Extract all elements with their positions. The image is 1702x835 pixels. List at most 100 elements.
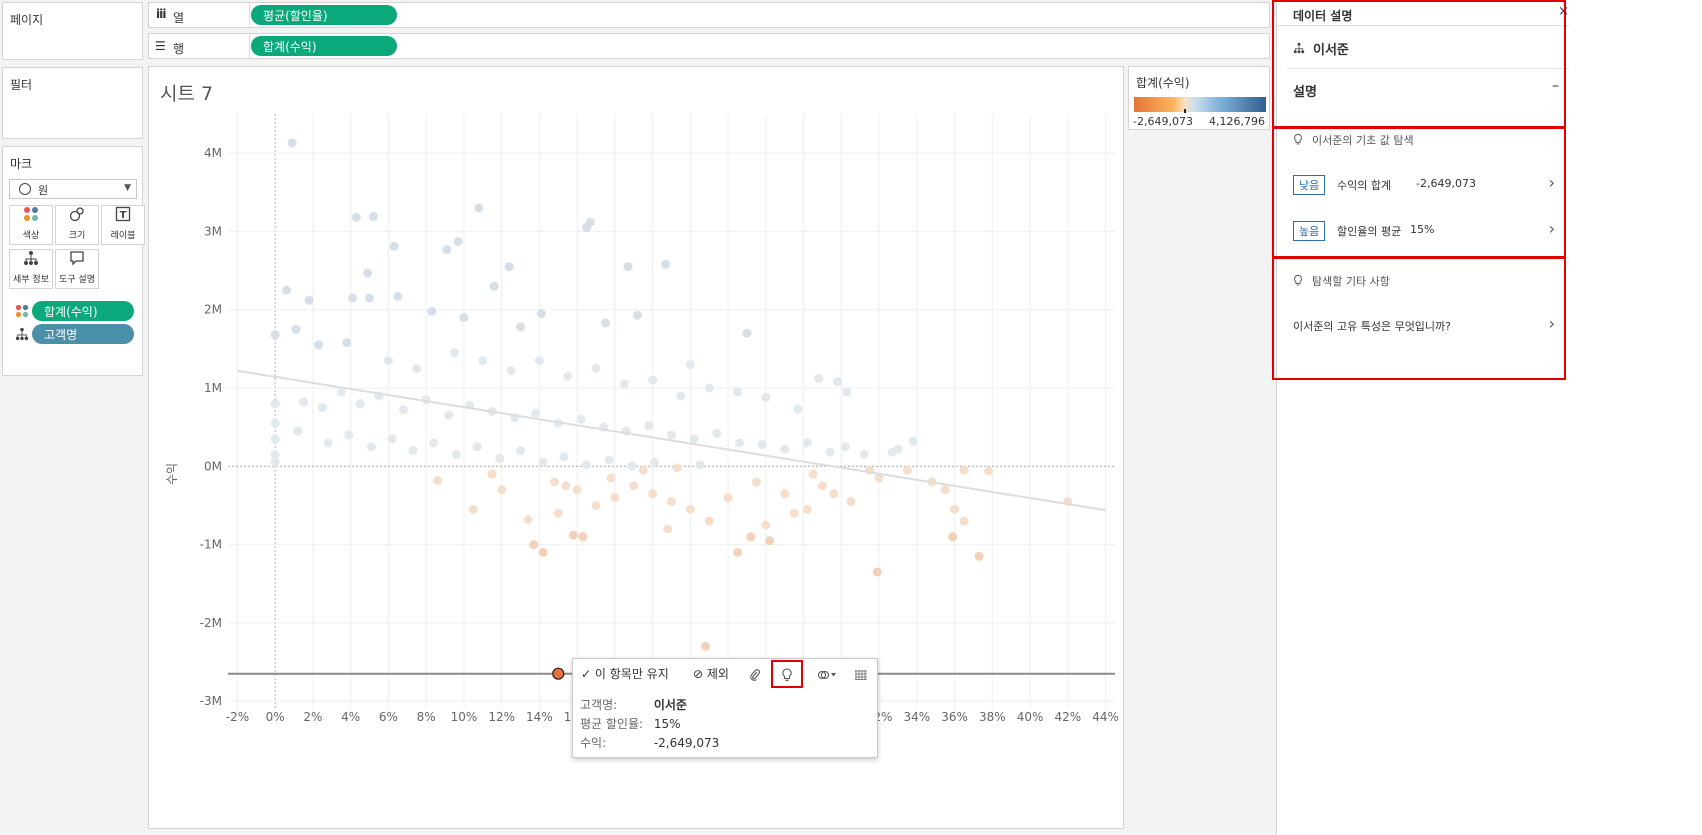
- scatter-point[interactable]: [833, 377, 843, 387]
- scatter-point[interactable]: [672, 463, 682, 473]
- scatter-point[interactable]: [516, 322, 526, 332]
- legend-gradient[interactable]: [1134, 97, 1266, 112]
- scatter-point[interactable]: [846, 497, 856, 507]
- scatter-point[interactable]: [704, 516, 714, 526]
- scatter-point[interactable]: [393, 291, 403, 301]
- selected-point[interactable]: [552, 667, 565, 680]
- scatter-point[interactable]: [650, 457, 660, 467]
- scatter-point[interactable]: [793, 404, 803, 414]
- group-button[interactable]: [749, 659, 761, 689]
- scatter-point[interactable]: [802, 504, 812, 514]
- scatter-point[interactable]: [663, 524, 673, 534]
- scatter-point[interactable]: [314, 340, 324, 350]
- scatter-point[interactable]: [270, 450, 280, 460]
- scatter-point[interactable]: [633, 310, 643, 320]
- scatter-point[interactable]: [902, 465, 912, 475]
- scatter-point[interactable]: [667, 497, 676, 507]
- scatter-point[interactable]: [572, 485, 582, 495]
- scatter-point[interactable]: [344, 430, 354, 440]
- scatter-point[interactable]: [270, 399, 280, 409]
- scatter-point[interactable]: [408, 446, 418, 456]
- scatter-point[interactable]: [908, 436, 918, 446]
- scatter-point[interactable]: [808, 469, 818, 479]
- scatter-point[interactable]: [700, 641, 710, 651]
- scatter-point[interactable]: [549, 477, 559, 487]
- scatter-point[interactable]: [531, 408, 541, 418]
- scatter-point[interactable]: [780, 489, 790, 499]
- explain-data-button[interactable]: [771, 660, 803, 688]
- scatter-point[interactable]: [644, 421, 654, 431]
- scatter-point[interactable]: [561, 481, 571, 491]
- scatter-point[interactable]: [516, 446, 526, 456]
- scatter-point[interactable]: [802, 438, 812, 448]
- scatter-point[interactable]: [553, 508, 563, 518]
- scatter-point[interactable]: [449, 348, 459, 358]
- scatter-point[interactable]: [723, 493, 733, 503]
- scatter-point[interactable]: [474, 203, 484, 213]
- scatter-point[interactable]: [365, 293, 375, 303]
- scatter-point[interactable]: [368, 212, 378, 222]
- mark-field-profit[interactable]: 합계(수익): [32, 301, 134, 321]
- scatter-point[interactable]: [780, 444, 790, 454]
- scatter-point[interactable]: [859, 450, 869, 460]
- scatter-point[interactable]: [667, 430, 676, 440]
- scatter-point[interactable]: [685, 360, 695, 370]
- scatter-point[interactable]: [506, 366, 516, 376]
- detail-button[interactable]: 세부 정보: [9, 249, 53, 289]
- scatter-point[interactable]: [366, 442, 376, 452]
- scatter-point[interactable]: [568, 530, 578, 540]
- view-data-button[interactable]: [855, 659, 867, 689]
- scatter-point[interactable]: [840, 442, 850, 452]
- scatter-point[interactable]: [604, 455, 614, 465]
- scatter-point[interactable]: [648, 489, 658, 499]
- close-icon[interactable]: ×: [1558, 4, 1569, 19]
- scatter-point[interactable]: [789, 508, 799, 518]
- tooltip-button[interactable]: 도구 설명: [55, 249, 99, 289]
- trend-line[interactable]: [237, 369, 1106, 512]
- scatter-point[interactable]: [468, 504, 478, 514]
- scatter-point[interactable]: [282, 285, 292, 295]
- scatter-point[interactable]: [825, 447, 835, 457]
- scatter-point[interactable]: [559, 452, 569, 462]
- scatter-point[interactable]: [459, 313, 469, 323]
- scatter-point[interactable]: [814, 374, 824, 384]
- scatter-point[interactable]: [872, 567, 882, 577]
- scatter-point[interactable]: [523, 515, 533, 525]
- size-button[interactable]: 크기: [55, 205, 99, 245]
- scatter-point[interactable]: [661, 259, 671, 269]
- scatter-point[interactable]: [355, 399, 365, 409]
- scatter-point[interactable]: [948, 532, 958, 542]
- scatter-point[interactable]: [383, 356, 393, 366]
- scatter-point[interactable]: [817, 481, 827, 491]
- scatter-point[interactable]: [734, 438, 744, 448]
- scatter-point[interactable]: [270, 434, 280, 444]
- scatter-point[interactable]: [578, 532, 588, 542]
- scatter-point[interactable]: [629, 481, 639, 491]
- scatter-point[interactable]: [363, 268, 373, 278]
- scatter-point[interactable]: [600, 318, 610, 328]
- scatter-point[interactable]: [842, 387, 852, 397]
- scatter-point[interactable]: [317, 403, 327, 413]
- scatter-point[interactable]: [874, 473, 884, 483]
- scatter-point[interactable]: [453, 237, 463, 247]
- collapse-icon[interactable]: –: [1552, 78, 1559, 94]
- scatter-point[interactable]: [591, 363, 601, 373]
- color-button[interactable]: 색상: [9, 205, 53, 245]
- scatter-point[interactable]: [742, 328, 752, 338]
- scatter-point[interactable]: [442, 244, 452, 254]
- scatter-point[interactable]: [959, 465, 969, 475]
- scatter-point[interactable]: [757, 439, 767, 449]
- scatter-point[interactable]: [623, 262, 633, 272]
- scatter-point[interactable]: [489, 281, 499, 291]
- scatter-point[interactable]: [638, 465, 648, 475]
- scatter-point[interactable]: [429, 438, 439, 448]
- scatter-point[interactable]: [733, 547, 743, 557]
- scatter-point[interactable]: [959, 516, 969, 526]
- exclude-button[interactable]: ⊘ 제외: [693, 659, 729, 689]
- scatter-point[interactable]: [534, 356, 544, 366]
- scatter-point[interactable]: [432, 475, 442, 485]
- scatter-point[interactable]: [336, 387, 346, 397]
- scatter-point[interactable]: [342, 338, 352, 348]
- scatter-point[interactable]: [761, 520, 771, 530]
- scatter-point[interactable]: [323, 438, 333, 448]
